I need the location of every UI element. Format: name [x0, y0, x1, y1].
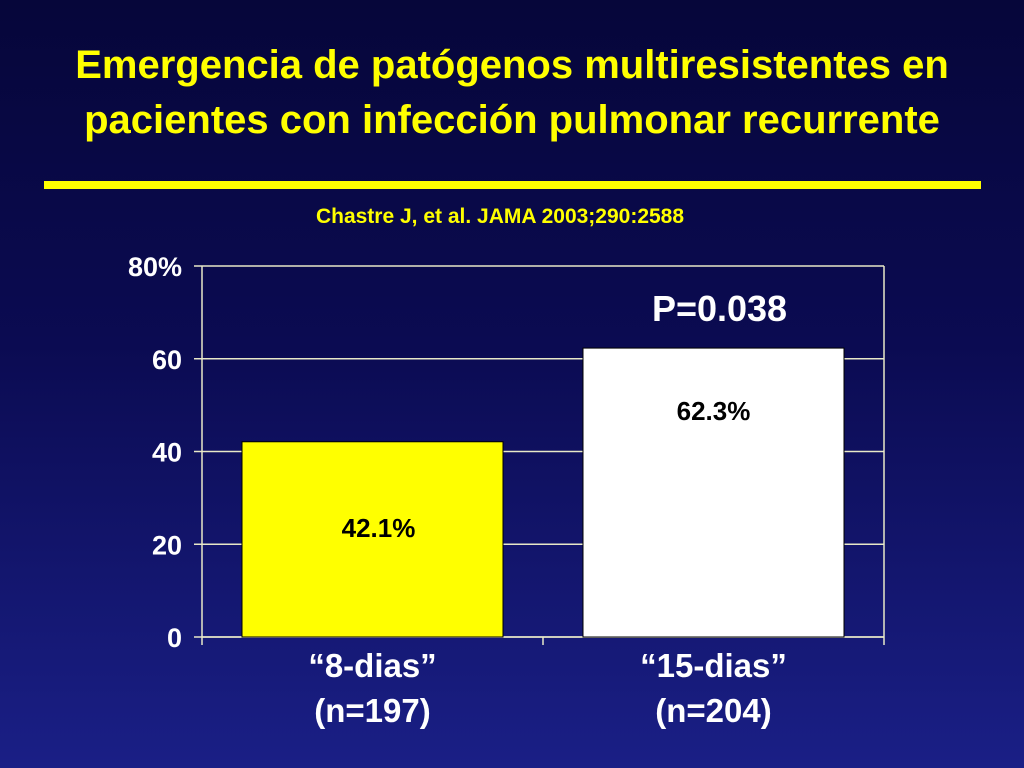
- y-tick-label: 60: [152, 345, 182, 375]
- bar: [241, 441, 504, 638]
- x-category-label: (n=204): [655, 692, 771, 729]
- x-category-label: (n=197): [314, 692, 430, 729]
- slide-title-line-2: pacientes con infección pulmonar recurre…: [84, 98, 940, 142]
- citation: Chastre J, et al. JAMA 2003;290:2588: [315, 205, 685, 228]
- data-label: 62.3%: [677, 396, 751, 426]
- p-value-annotation: P=0.038: [652, 288, 787, 329]
- slide-title: Emergencia de patógenos multiresistentes…: [0, 38, 1024, 148]
- y-tick-label: 20: [152, 530, 182, 560]
- slide-title-line-1: Emergencia de patógenos multiresistentes…: [75, 43, 949, 87]
- title-divider: [44, 181, 981, 189]
- y-tick-label: 0: [167, 623, 182, 653]
- data-label: 42.1%: [342, 513, 416, 543]
- x-category-label: “15-dias”: [640, 647, 787, 684]
- bar: [582, 347, 845, 638]
- y-tick-label: 80%: [128, 252, 182, 282]
- y-tick-label: 40: [152, 438, 182, 468]
- x-category-label: “8-dias”: [308, 647, 436, 684]
